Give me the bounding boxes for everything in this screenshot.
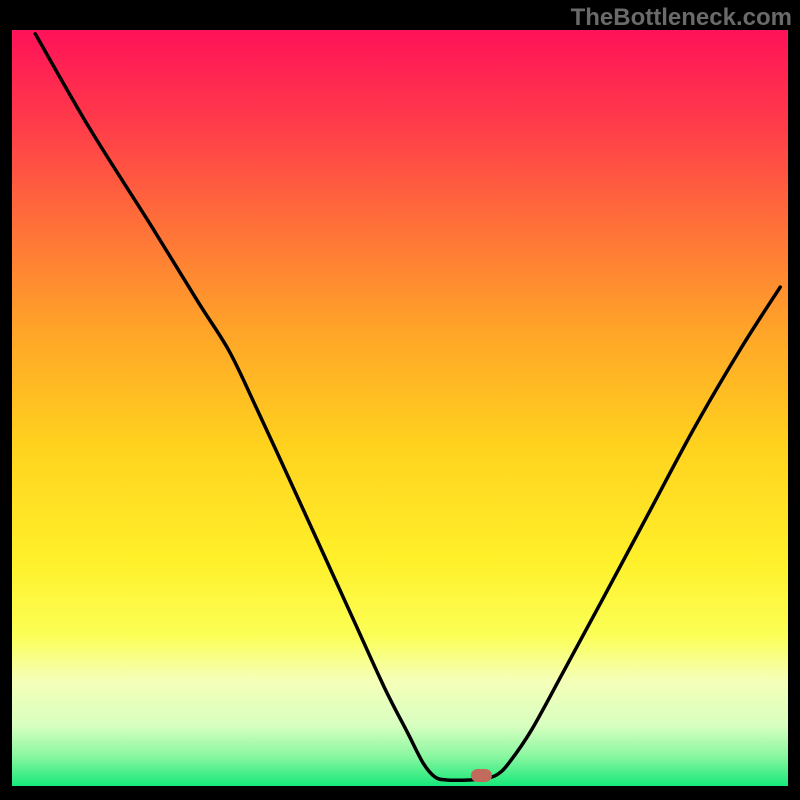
- attribution-text: TheBottleneck.com: [571, 4, 792, 32]
- plot-area: [12, 30, 788, 786]
- optimal-marker: [471, 769, 491, 781]
- bottleneck-curve: [12, 30, 788, 786]
- curve-path: [35, 34, 780, 780]
